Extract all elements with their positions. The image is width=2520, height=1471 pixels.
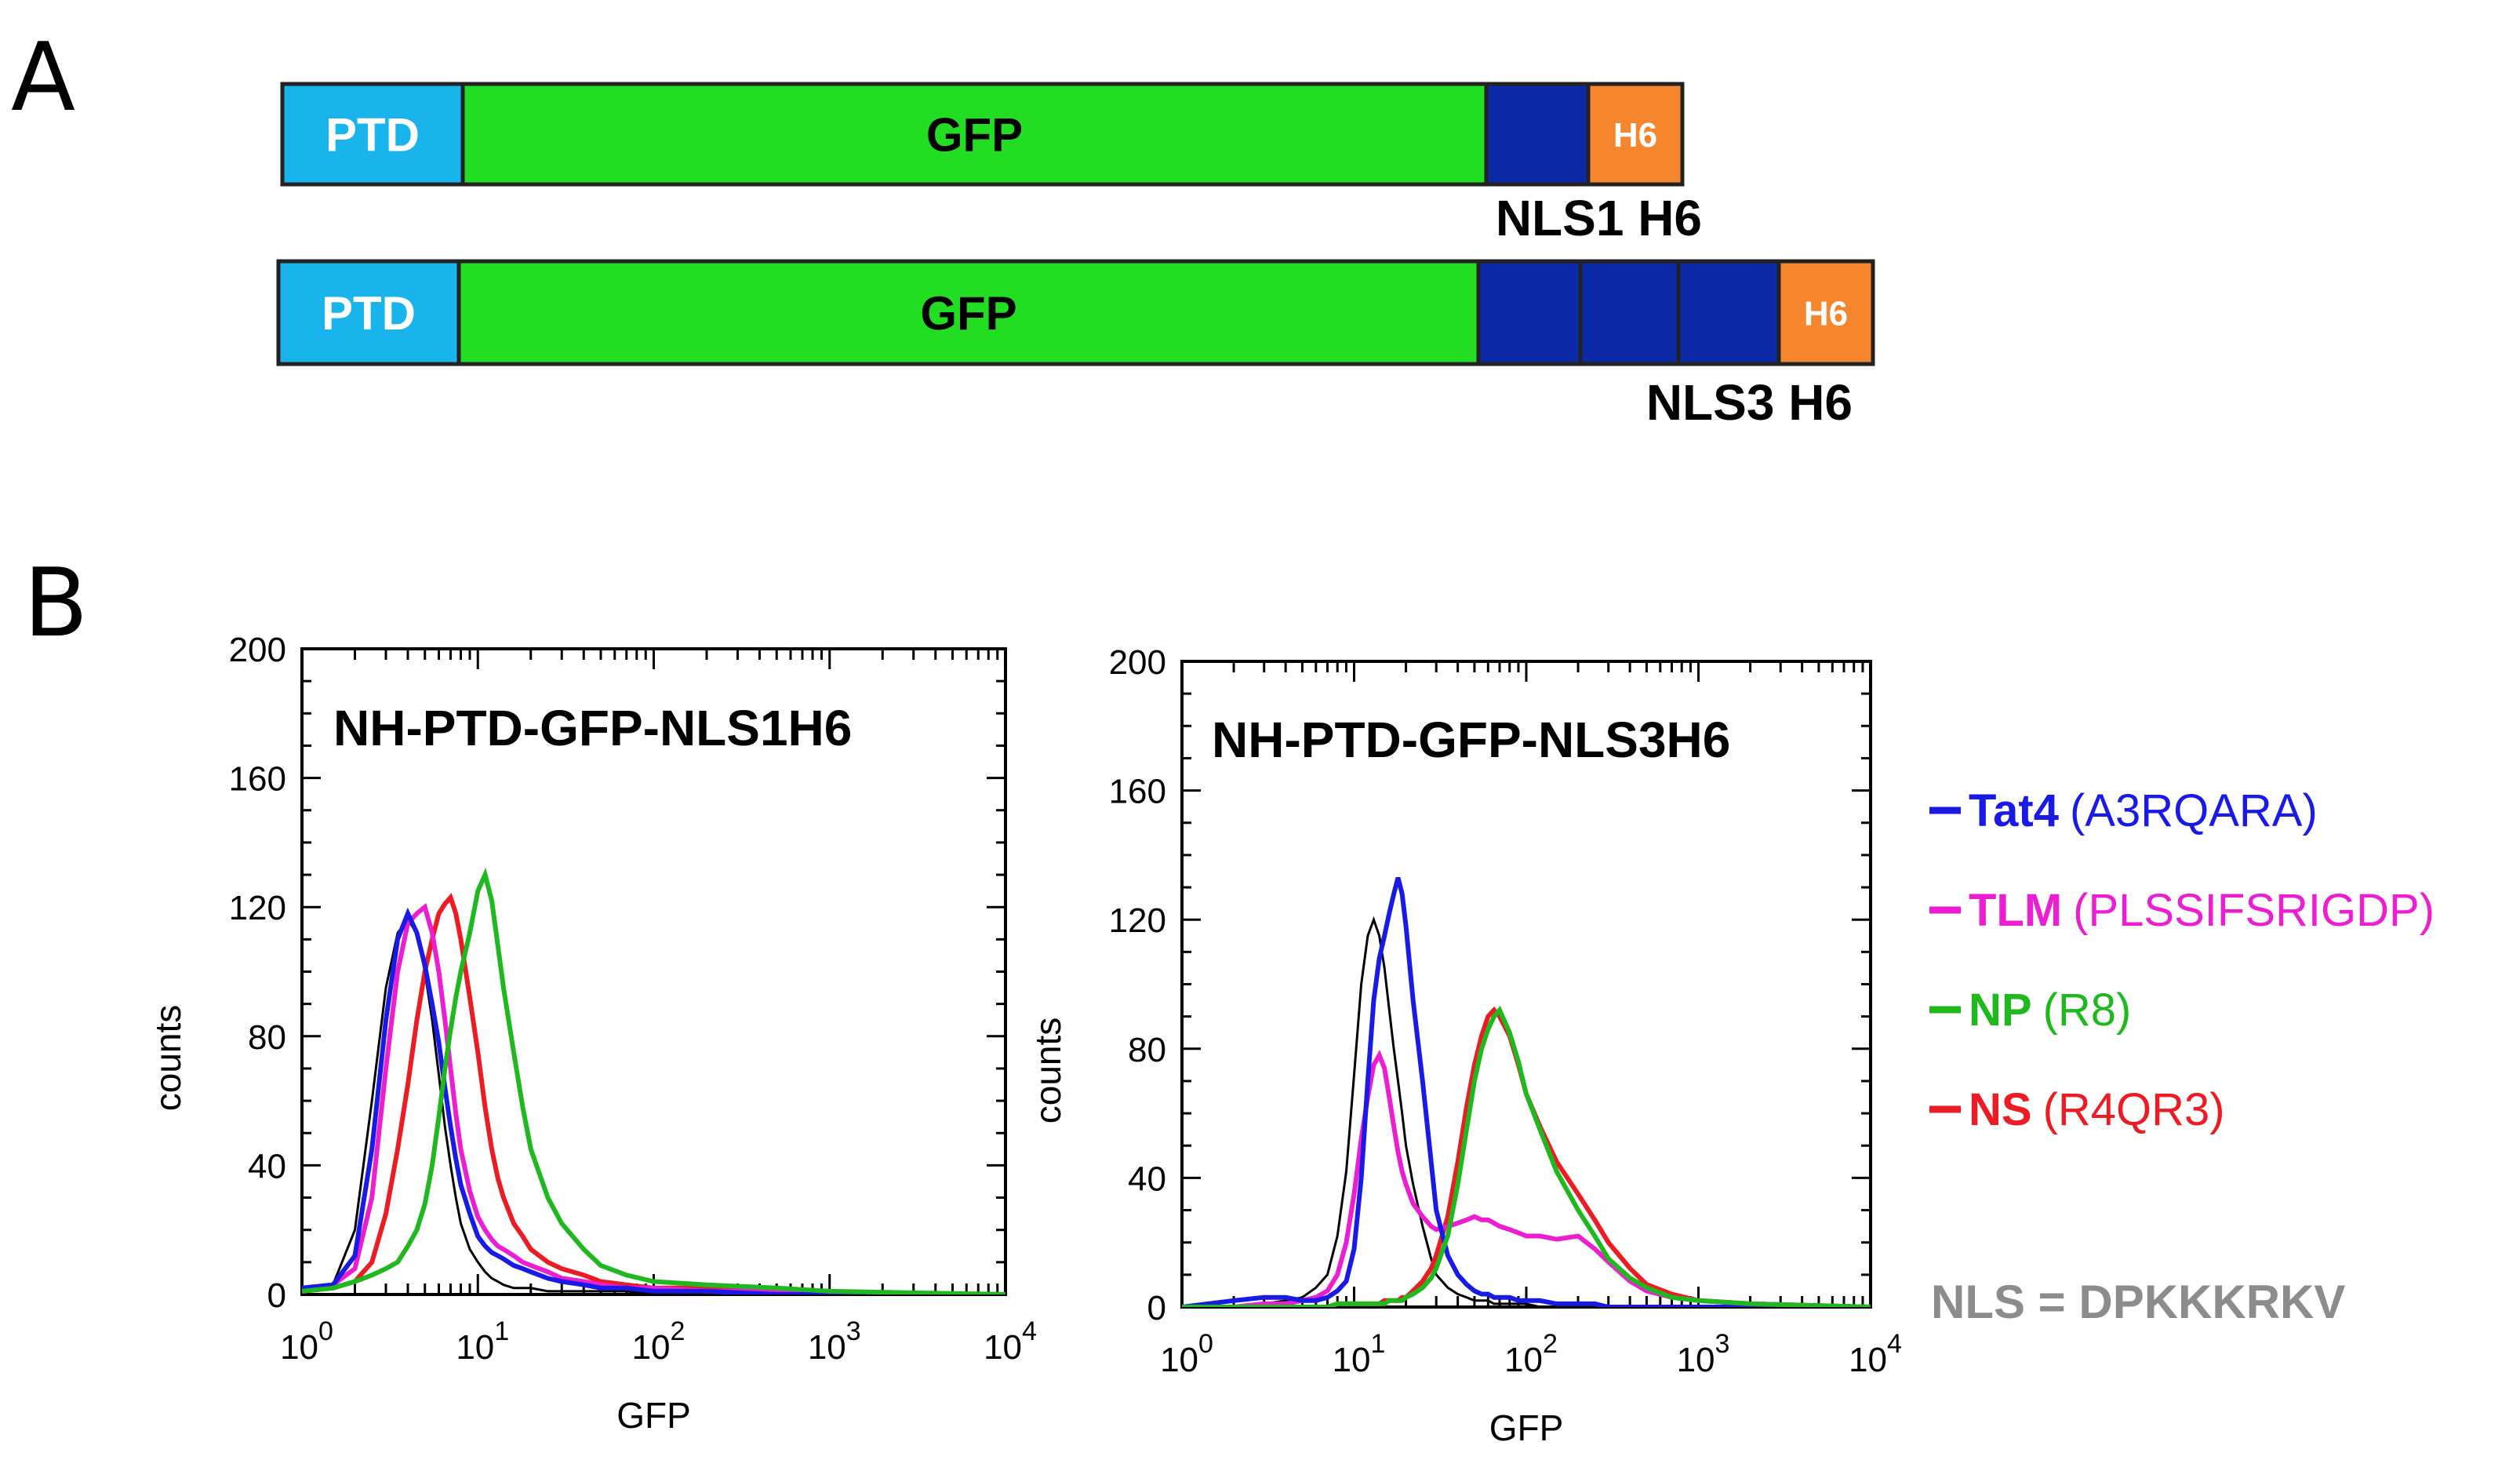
histogram-plot-nls1h6: 0 40 80 120 160 200 100 101 102 103 104 GFP counts NH… — [147, 631, 1037, 1436]
construct1-domain-h6 — [1586, 82, 1685, 187]
construct-diagrams: PTD GFP H6 NLS1 H6 PTD GFP H6 NLS3 H6 — [276, 82, 1875, 431]
series-line-control — [1182, 916, 1871, 1307]
y-tick-label: 80 — [248, 1018, 286, 1057]
legend-entry-tlm: TLM (PLSSIFSRIGDP) — [1969, 885, 2435, 936]
plot-title: NH-PTD-GFP-NLS3H6 — [1212, 712, 1730, 768]
x-tick-label: 104 — [984, 1316, 1037, 1367]
y-tick-label: 160 — [1109, 773, 1166, 811]
y-tick-label: 160 — [229, 760, 286, 799]
histogram-plot-nls3h6: 0 40 80 120 160 200 100 101 102 103 104 GFP counts NH… — [1027, 643, 1902, 1448]
series-line-ns — [302, 892, 1005, 1294]
series-line-np — [302, 867, 1005, 1294]
legend: Tat4 (A3RQARA) TLM (PLSSIFSRIGDP) NP (R8) NS (R… — [1929, 785, 2435, 1135]
y-tick-label: 200 — [229, 631, 286, 669]
construct2-domain-nls — [1476, 259, 1583, 366]
construct1-domain-ptd — [280, 82, 465, 187]
legend-entry-tat4: Tat4 (A3RQARA) — [1969, 785, 2318, 836]
series-line-tlm — [1182, 1050, 1871, 1307]
construct2-label-ptd: PTD — [322, 287, 416, 340]
construct1-domain-gfp — [460, 82, 1489, 187]
plot-title: NH-PTD-GFP-NLS1H6 — [333, 700, 852, 756]
y-tick-label: 120 — [229, 889, 286, 927]
panel-b-letter: B — [24, 549, 88, 658]
construct1-caption: NLS1 H6 — [1496, 190, 1702, 246]
x-tick-label: 103 — [808, 1316, 861, 1367]
construct1-label-h6: H6 — [1613, 116, 1657, 155]
construct2-label-h6: H6 — [1804, 294, 1848, 333]
y-tick-label: 0 — [267, 1276, 286, 1315]
series-line-np — [1182, 1005, 1871, 1307]
legend-entry-np: NP (R8) — [1969, 985, 2131, 1036]
y-tick-label: 40 — [1128, 1160, 1166, 1198]
series-line-ns — [1182, 1006, 1871, 1307]
series-line-tat4 — [302, 907, 1005, 1294]
construct2-domain-nls — [1676, 259, 1781, 366]
series-line-tat4 — [1182, 876, 1871, 1307]
y-tick-label: 200 — [1109, 643, 1166, 682]
construct1-label-ptd: PTD — [325, 109, 420, 162]
construct2-caption: NLS3 H6 — [1646, 374, 1853, 431]
x-tick-label: 102 — [1504, 1329, 1558, 1379]
y-tick-label: 0 — [1147, 1289, 1166, 1327]
construct1-domain-nls — [1484, 82, 1591, 187]
x-tick-label: 101 — [1333, 1329, 1386, 1379]
x-axis-label: GFP — [1489, 1407, 1564, 1448]
construct2-domain-nls — [1578, 259, 1681, 366]
x-tick-label: 102 — [632, 1316, 685, 1367]
x-tick-label: 100 — [280, 1316, 333, 1367]
construct2-domain-gfp — [456, 259, 1481, 366]
series-line-control — [302, 918, 1005, 1294]
y-axis-label: counts — [1027, 1018, 1068, 1124]
y-tick-label: 80 — [1128, 1031, 1166, 1069]
panel-a-letter: A — [11, 24, 75, 133]
y-tick-label: 120 — [1109, 901, 1166, 940]
y-tick-label: 40 — [248, 1147, 286, 1185]
y-axis-label: counts — [147, 1005, 188, 1112]
construct1-label-gfp: GFP — [926, 109, 1023, 162]
construct2-domain-h6 — [1776, 259, 1875, 366]
legend-entry-ns: NS (R4QR3) — [1969, 1084, 2225, 1135]
x-axis-label: GFP — [616, 1395, 691, 1436]
x-tick-label: 103 — [1677, 1329, 1730, 1379]
nls-sequence-note: NLS = DPKKKRKV — [1931, 1276, 2345, 1328]
x-tick-label: 101 — [456, 1316, 509, 1367]
x-tick-label: 100 — [1160, 1329, 1213, 1379]
construct2-label-gfp: GFP — [920, 287, 1016, 340]
x-tick-label: 104 — [1849, 1329, 1902, 1379]
